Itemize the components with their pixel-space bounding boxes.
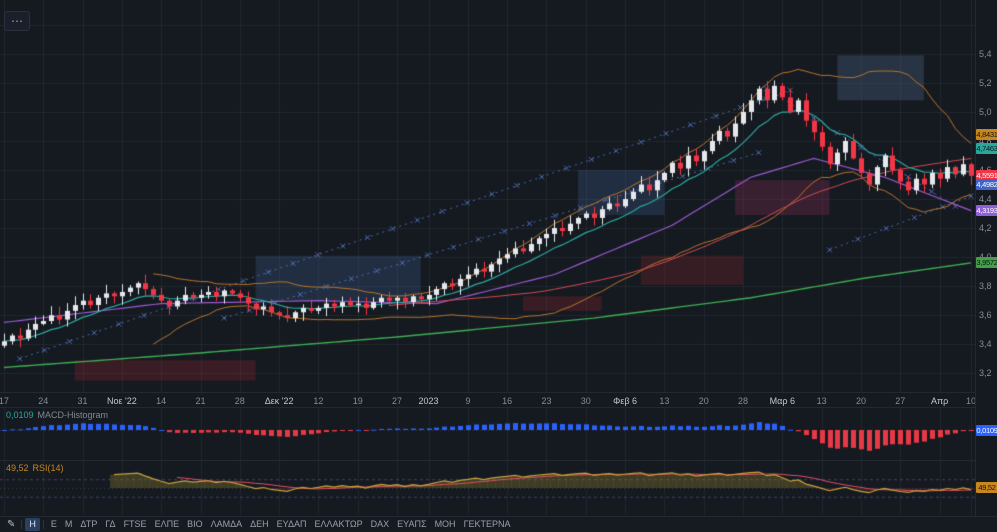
price-chart-canvas[interactable] [0,0,975,392]
price-tick: 3,2 [979,368,992,379]
toolbar-item[interactable]: ΔΤΡ [80,519,98,529]
time-tick: 13 [816,396,827,406]
price-tick: 3,6 [979,310,992,321]
time-tick: 16 [502,396,513,406]
time-tick: Νοε '22 [107,396,137,406]
time-tick: 19 [352,396,363,406]
toolbar-item[interactable]: Μ [64,519,73,529]
toolbar-item[interactable]: ΕΛΠΕ [154,519,180,529]
time-tick: 9 [465,396,471,406]
macd-indicator-label[interactable]: 0,0109 MACD-Histogram [6,410,108,420]
time-tick: Μαρ 6 [769,396,796,406]
time-axis[interactable]: 17 24 31 Νοε '22 14 21 28 Δεκ '22 12 19 27 2023 9 16 2… [0,392,977,409]
rsi-value: 49,52 [6,463,29,473]
ellipsis-icon: ⋯ [11,14,23,28]
price-tick: 4,0 [976,252,997,262]
macd-value-badge: 0,0109 [976,424,997,436]
time-tick: 20 [855,396,866,406]
toolbar-item[interactable]: ΕΥΔΑΠ [276,519,307,529]
toolbar-item[interactable]: DAX [370,519,390,529]
macd-title: MACD-Histogram [37,410,109,420]
pencil-icon[interactable]: ✎ [7,519,16,530]
time-tick: 13 [659,396,670,406]
time-tick: 28 [234,396,245,406]
rsi-value-badge: 49,52 [976,482,997,494]
price-tick: 3,8 [979,281,992,292]
time-tick: 27 [895,396,906,406]
price-tick: 5,0 [979,106,992,117]
time-tick: 21 [195,396,206,406]
price-tick: 4,8 [979,135,992,146]
purple-ma-badge: 4,3193 [976,204,997,216]
time-tick: 10 [966,396,977,406]
toolbar-item[interactable]: ΓΕΚΤΕΡΝΑ [463,519,511,529]
toolbar-item[interactable]: FTSE [123,519,147,529]
toolbar-item[interactable]: Ε [50,519,57,529]
macd-pane-canvas[interactable] [0,408,975,460]
rsi-title: RSI(14) [32,463,64,473]
blue-ma-badge: 4,4982 [976,178,997,190]
toolbar-item[interactable]: ΕΛΛΑΚΤΩΡ [314,519,363,529]
toolbar-items: ✎ Η Ε Μ ΔΤΡ ΓΔ FTSE ΕΛΠΕ ΒΙΟ ΛΑΜΔΑ ΔΕΗ ΕΥΔΑΠ ΕΛΛΑΚΤΩ… [0,517,997,532]
price-tick: 4,4 [979,194,992,205]
time-tick: 12 [313,396,324,406]
time-tick: 28 [738,396,749,406]
pane-divider[interactable] [0,460,997,461]
bollinger-upper-badge: 4,8431 [976,128,997,140]
time-tick: 31 [77,396,88,406]
toolbar-item[interactable]: ΕΥΑΠΣ [397,519,427,529]
price-tick: 3,4 [979,339,992,350]
time-tick: 24 [38,396,49,406]
toolbar-item[interactable]: ΛΑΜΔΑ [210,519,243,529]
time-tick: 30 [580,396,591,406]
last-price-badge: 4,5591 [976,169,997,181]
time-tick: Φεβ 6 [613,396,638,406]
rsi-indicator-label[interactable]: 49,52 RSI(14) [6,463,64,473]
green-ma-badge: 3,9572 [976,257,997,269]
time-tick: 17 [0,396,9,406]
toolbar-item[interactable]: ΔΕΗ [250,519,269,529]
bottom-toolbar: ✎ Η Ε Μ ΔΤΡ ΓΔ FTSE ΕΛΠΕ ΒΙΟ ΛΑΜΔΑ ΔΕΗ ΕΥΔΑΠ ΕΛΛΑΚΤΩ… [0,516,997,532]
time-tick: 20 [698,396,709,406]
price-tick: 5,2 [979,77,992,88]
toolbar-separator [21,520,23,529]
time-tick: 14 [156,396,167,406]
pane-divider[interactable] [0,407,997,408]
time-tick: Δεκ '22 [264,396,294,406]
time-tick: 2023 [418,396,439,406]
toolbar-item[interactable]: ΓΔ [105,519,116,529]
toolbar-item[interactable]: Η [25,518,40,531]
price-tick: 5,4 [979,48,992,59]
teal-ma-badge: 4,7463 [976,142,997,154]
time-tick: 23 [541,396,552,406]
legend-toggle[interactable]: ⋯ [4,11,30,31]
toolbar-item[interactable]: ΒΙΟ [187,519,203,529]
macd-value: 0,0109 [6,410,34,420]
toolbar-item[interactable]: ΜΟΗ [434,519,456,529]
time-tick: Απρ [930,396,949,406]
price-tick: 4,2 [979,223,992,234]
rsi-pane-canvas[interactable] [0,461,975,515]
price-axis[interactable]: 5,45,25,04,84,64,44,24,03,83,63,43,24,84… [975,0,997,516]
time-tick: 27 [392,396,403,406]
toolbar-separator [42,520,44,529]
